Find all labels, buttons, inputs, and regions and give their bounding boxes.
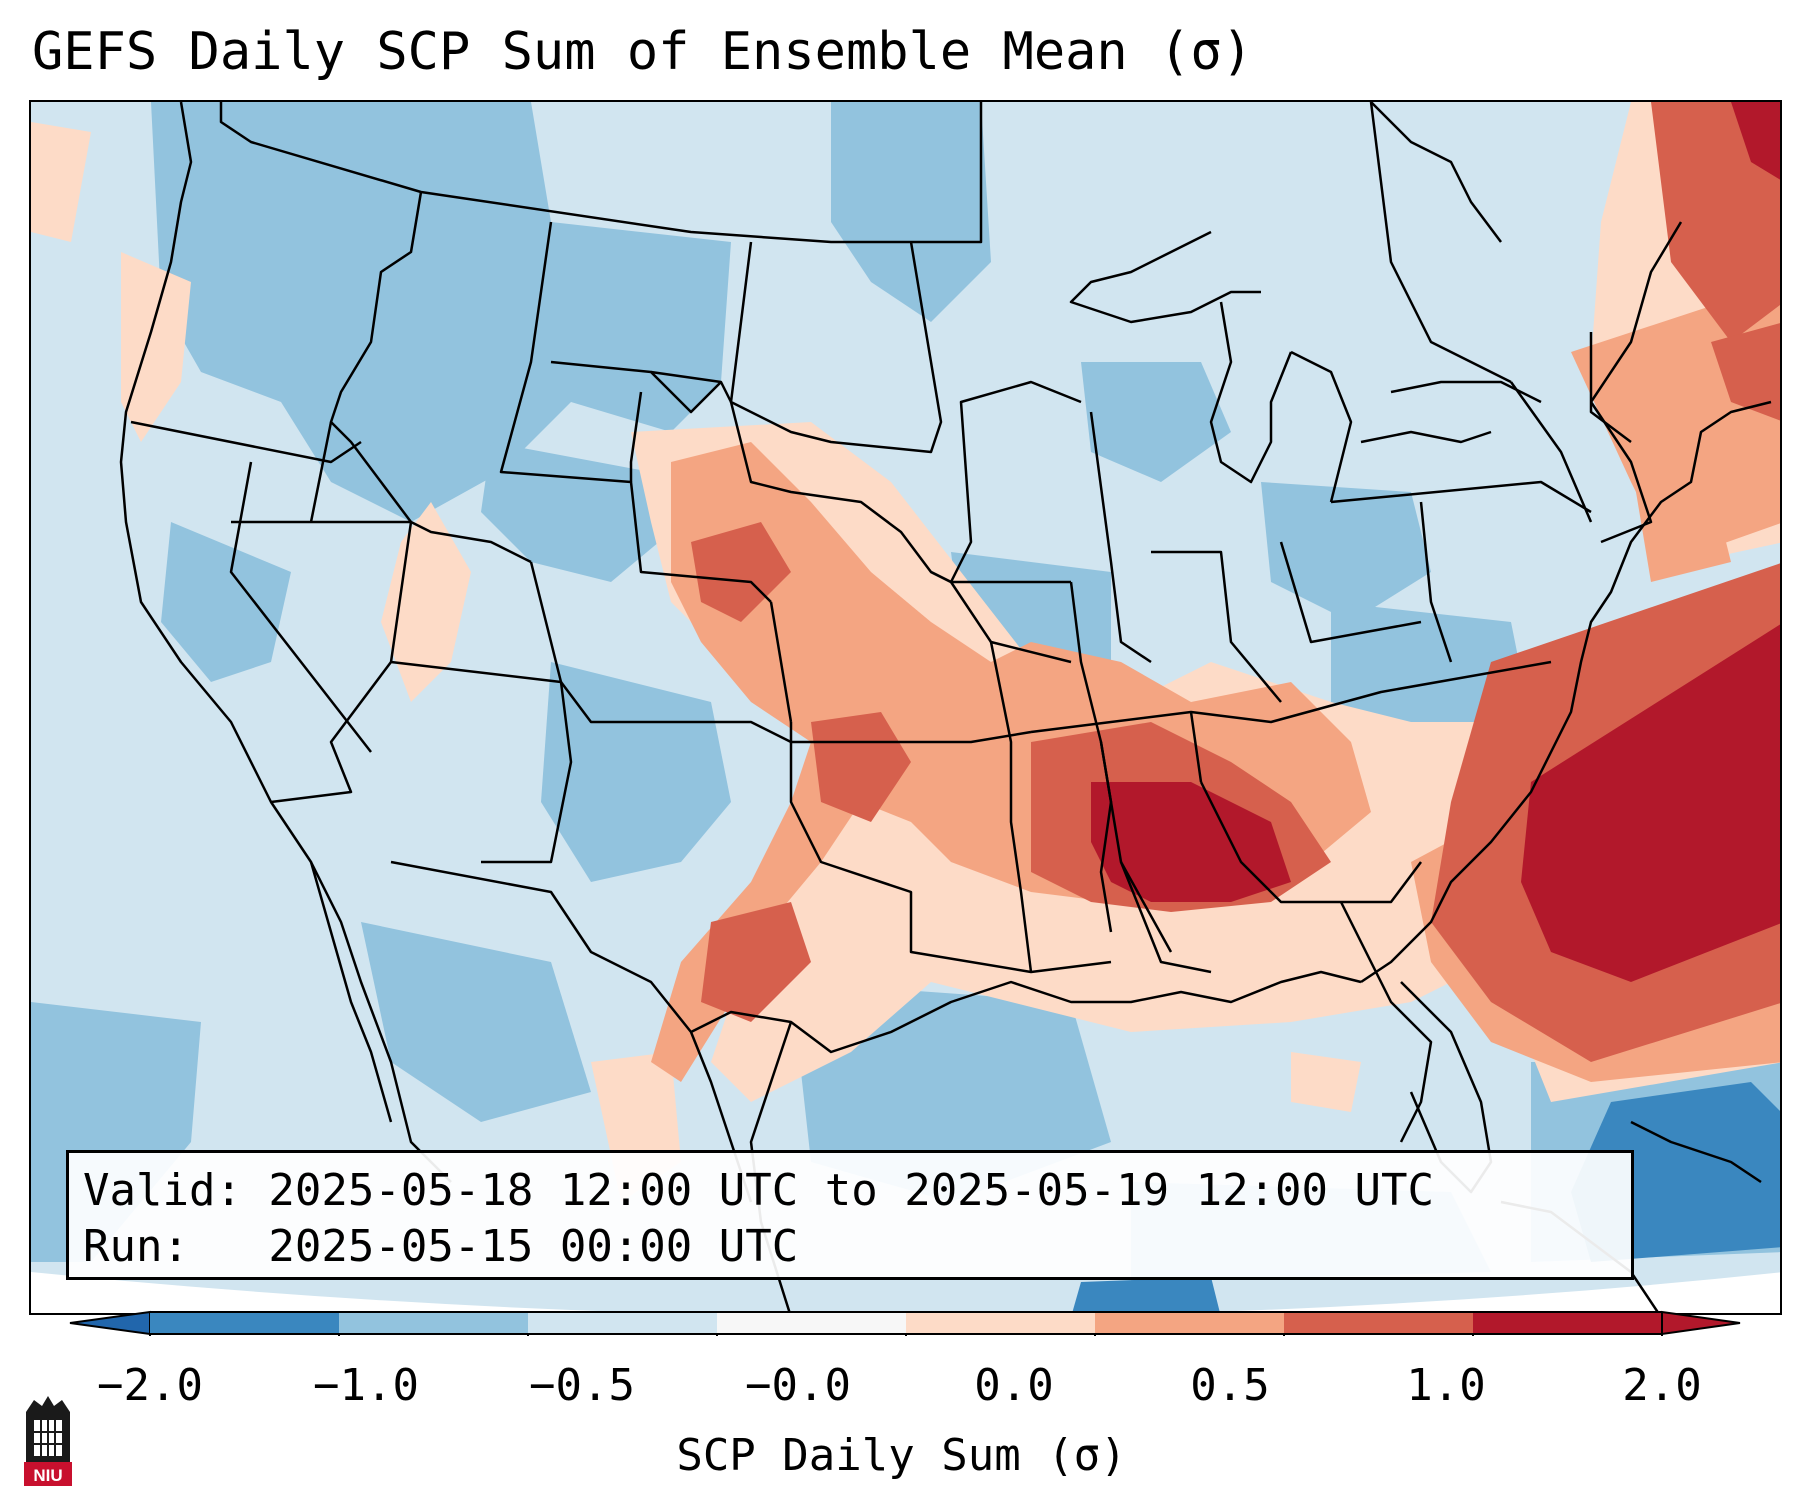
- colorbar-label: SCP Daily Sum (σ): [676, 1430, 1127, 1481]
- colorbar-tick-label: −0.0: [745, 1360, 851, 1411]
- colorbar-segment: [1284, 1312, 1474, 1334]
- map-panel: [29, 100, 1782, 1315]
- colorbar-segment: [906, 1312, 1096, 1334]
- colorbar-segment: [1095, 1312, 1285, 1334]
- colorbar-segment: [150, 1312, 340, 1334]
- colorbar-tick-label: 0.5: [1190, 1360, 1270, 1411]
- valid-time-text: Valid: 2025-05-18 12:00 UTC to 2025-05-1…: [83, 1165, 1435, 1216]
- colorbar-tick-label: 2.0: [1622, 1360, 1702, 1411]
- colorbar-segment: [339, 1312, 529, 1334]
- run-time-text: Run: 2025-05-15 00:00 UTC: [83, 1221, 799, 1272]
- colorbar-segment: [528, 1312, 718, 1334]
- colorbar-extend-low: [69, 1310, 151, 1336]
- niu-logo: NIU: [24, 1396, 72, 1486]
- chart-title: GEFS Daily SCP Sum of Ensemble Mean (σ): [32, 22, 1253, 82]
- scp-map: [31, 102, 1780, 1313]
- colorbar-segment: [1473, 1312, 1663, 1334]
- colorbar-tick-label: −1.0: [313, 1360, 419, 1411]
- logo-text: NIU: [33, 1466, 62, 1485]
- colorbar-segment: [717, 1312, 907, 1334]
- colorbar-tick-label: 1.0: [1406, 1360, 1486, 1411]
- state-borders: [130, 102, 1683, 1203]
- colorbar-tick-label: 0.0: [974, 1360, 1054, 1411]
- field-pos-extreme: [1091, 102, 1780, 982]
- info-box: Valid: 2025-05-18 12:00 UTC to 2025-05-1…: [66, 1150, 1634, 1280]
- colorbar-tick-label: −0.5: [529, 1360, 635, 1411]
- colorbar-extend-high: [1661, 1310, 1741, 1336]
- colorbar: [69, 1310, 1741, 1336]
- colorbar-tick-label: −2.0: [97, 1360, 203, 1411]
